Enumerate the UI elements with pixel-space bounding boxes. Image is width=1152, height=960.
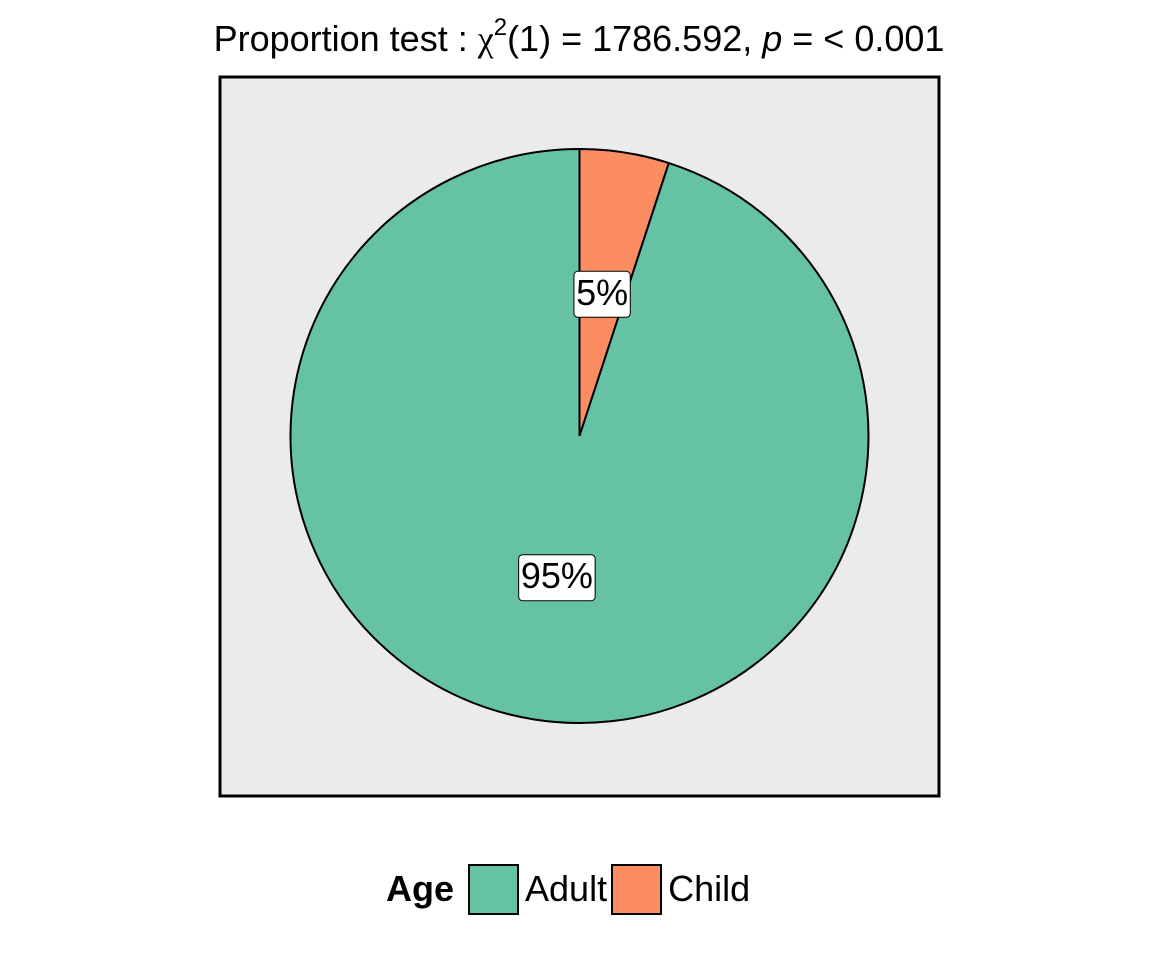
title-p-value: = < 0.001: [782, 18, 945, 59]
title-statistic: (1) = 1786.592,: [507, 18, 763, 59]
legend-item-child: Child: [611, 863, 751, 915]
chi-superscript: 2: [493, 14, 508, 41]
pie-label-box-adult: [518, 554, 596, 602]
legend-swatch-child: [611, 863, 663, 915]
chart-title: Proportion test : χ2(1) = 1786.592, p = …: [0, 16, 1152, 60]
p-symbol: p: [762, 18, 783, 59]
legend-label-adult: Adult: [525, 868, 608, 909]
legend-title: Age: [386, 868, 455, 909]
pie-label-text-child: 5%: [576, 272, 628, 313]
pie-label-adult: 95%: [518, 554, 596, 602]
title-prefix: Proportion test :: [213, 18, 478, 59]
legend: Age Adult Child: [386, 862, 754, 916]
pie-label-box-child: [573, 270, 631, 318]
pie-labels: 5% 95%: [518, 270, 631, 602]
legend-item-adult: Adult: [468, 863, 608, 915]
pie-slices: [289, 147, 870, 724]
legend-swatch-adult: [468, 863, 520, 915]
legend-label-child: Child: [668, 868, 751, 909]
pie-slice-adult: [289, 147, 870, 724]
pie-label-text-adult: 95%: [521, 555, 593, 596]
pie-label-child: 5%: [573, 270, 631, 318]
chi-symbol: χ: [477, 19, 494, 59]
